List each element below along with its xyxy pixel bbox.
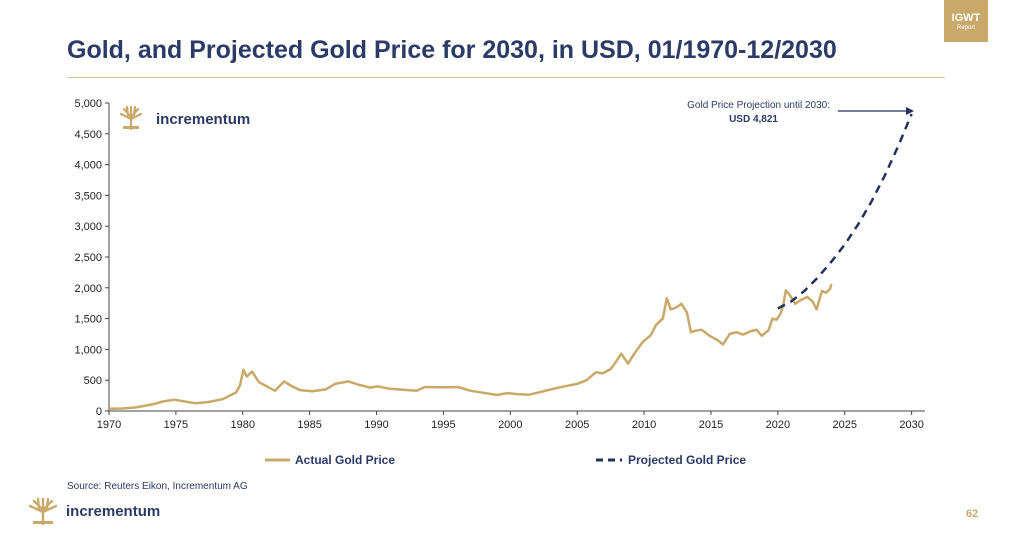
y-tick-label: 4,000 — [74, 160, 102, 172]
y-tick-label: 1,000 — [74, 344, 102, 356]
badge-sublabel: Report — [956, 25, 975, 31]
x-tick-label: 2005 — [565, 419, 589, 431]
x-axis-ticks: 1970 1975 1980 1985 1990 1995 2000 2005 2010 2015… — [97, 411, 924, 431]
annotation-label: Gold Price Projection until 2030: — [687, 100, 830, 111]
x-tick-label: 2015 — [699, 419, 723, 431]
x-tick-label: 1985 — [297, 419, 321, 431]
igwt-report-badge: IGWT Report — [944, 0, 988, 42]
x-tick-label: 1970 — [97, 419, 121, 431]
y-tick-label: 2,000 — [74, 283, 102, 295]
footer-brand-name: incrementum — [66, 503, 161, 520]
annotation-arrow-icon — [906, 107, 914, 115]
x-tick-label: 1990 — [364, 419, 388, 431]
source-note: Source: Reuters Eikon, Incrementum AG — [67, 481, 248, 492]
chart-logo-text: incrementum — [156, 111, 250, 128]
y-tick-label: 2,500 — [74, 252, 102, 264]
page-title: Gold, and Projected Gold Price for 2030,… — [67, 36, 837, 64]
annotation-value: USD 4,821 — [729, 114, 778, 125]
y-tick-label: 5,000 — [74, 98, 102, 110]
x-tick-label: 1995 — [431, 419, 455, 431]
incrementum-tree-icon — [119, 105, 143, 131]
y-tick-label: 4,500 — [74, 129, 102, 141]
y-tick-label: 3,000 — [74, 221, 102, 233]
y-tick-label: 3,500 — [74, 190, 102, 202]
chart-logo: incrementum — [119, 105, 250, 131]
title-divider — [67, 77, 945, 78]
legend-label-projected: Projected Gold Price — [628, 453, 746, 467]
series-projected-gold-price-line — [777, 113, 913, 310]
x-tick-label: 1980 — [231, 419, 255, 431]
y-tick-label: 500 — [84, 375, 102, 387]
projection-annotation: Gold Price Projection until 2030: USD 4,… — [687, 100, 914, 125]
chart-legend: Actual Gold Price Projected Gold Price — [265, 453, 746, 467]
badge-label: IGWT — [951, 12, 981, 24]
x-tick-label: 2010 — [632, 419, 656, 431]
x-tick-label: 2030 — [899, 419, 923, 431]
y-tick-label: 1,500 — [74, 314, 102, 326]
series-actual-gold-price-line — [108, 283, 833, 411]
incrementum-footer-tree-icon — [28, 497, 58, 526]
x-tick-label: 1975 — [164, 419, 188, 431]
y-axis-ticks: 0 500 1,000 1,500 2,000 2,500 3,000 3,500 4,000 4… — [74, 98, 109, 418]
legend-label-actual: Actual Gold Price — [295, 453, 395, 467]
x-tick-label: 2025 — [832, 419, 856, 431]
x-tick-label: 2020 — [766, 419, 790, 431]
page-number: 62 — [966, 508, 979, 520]
x-tick-label: 2000 — [498, 419, 522, 431]
y-tick-label: 0 — [96, 406, 102, 418]
